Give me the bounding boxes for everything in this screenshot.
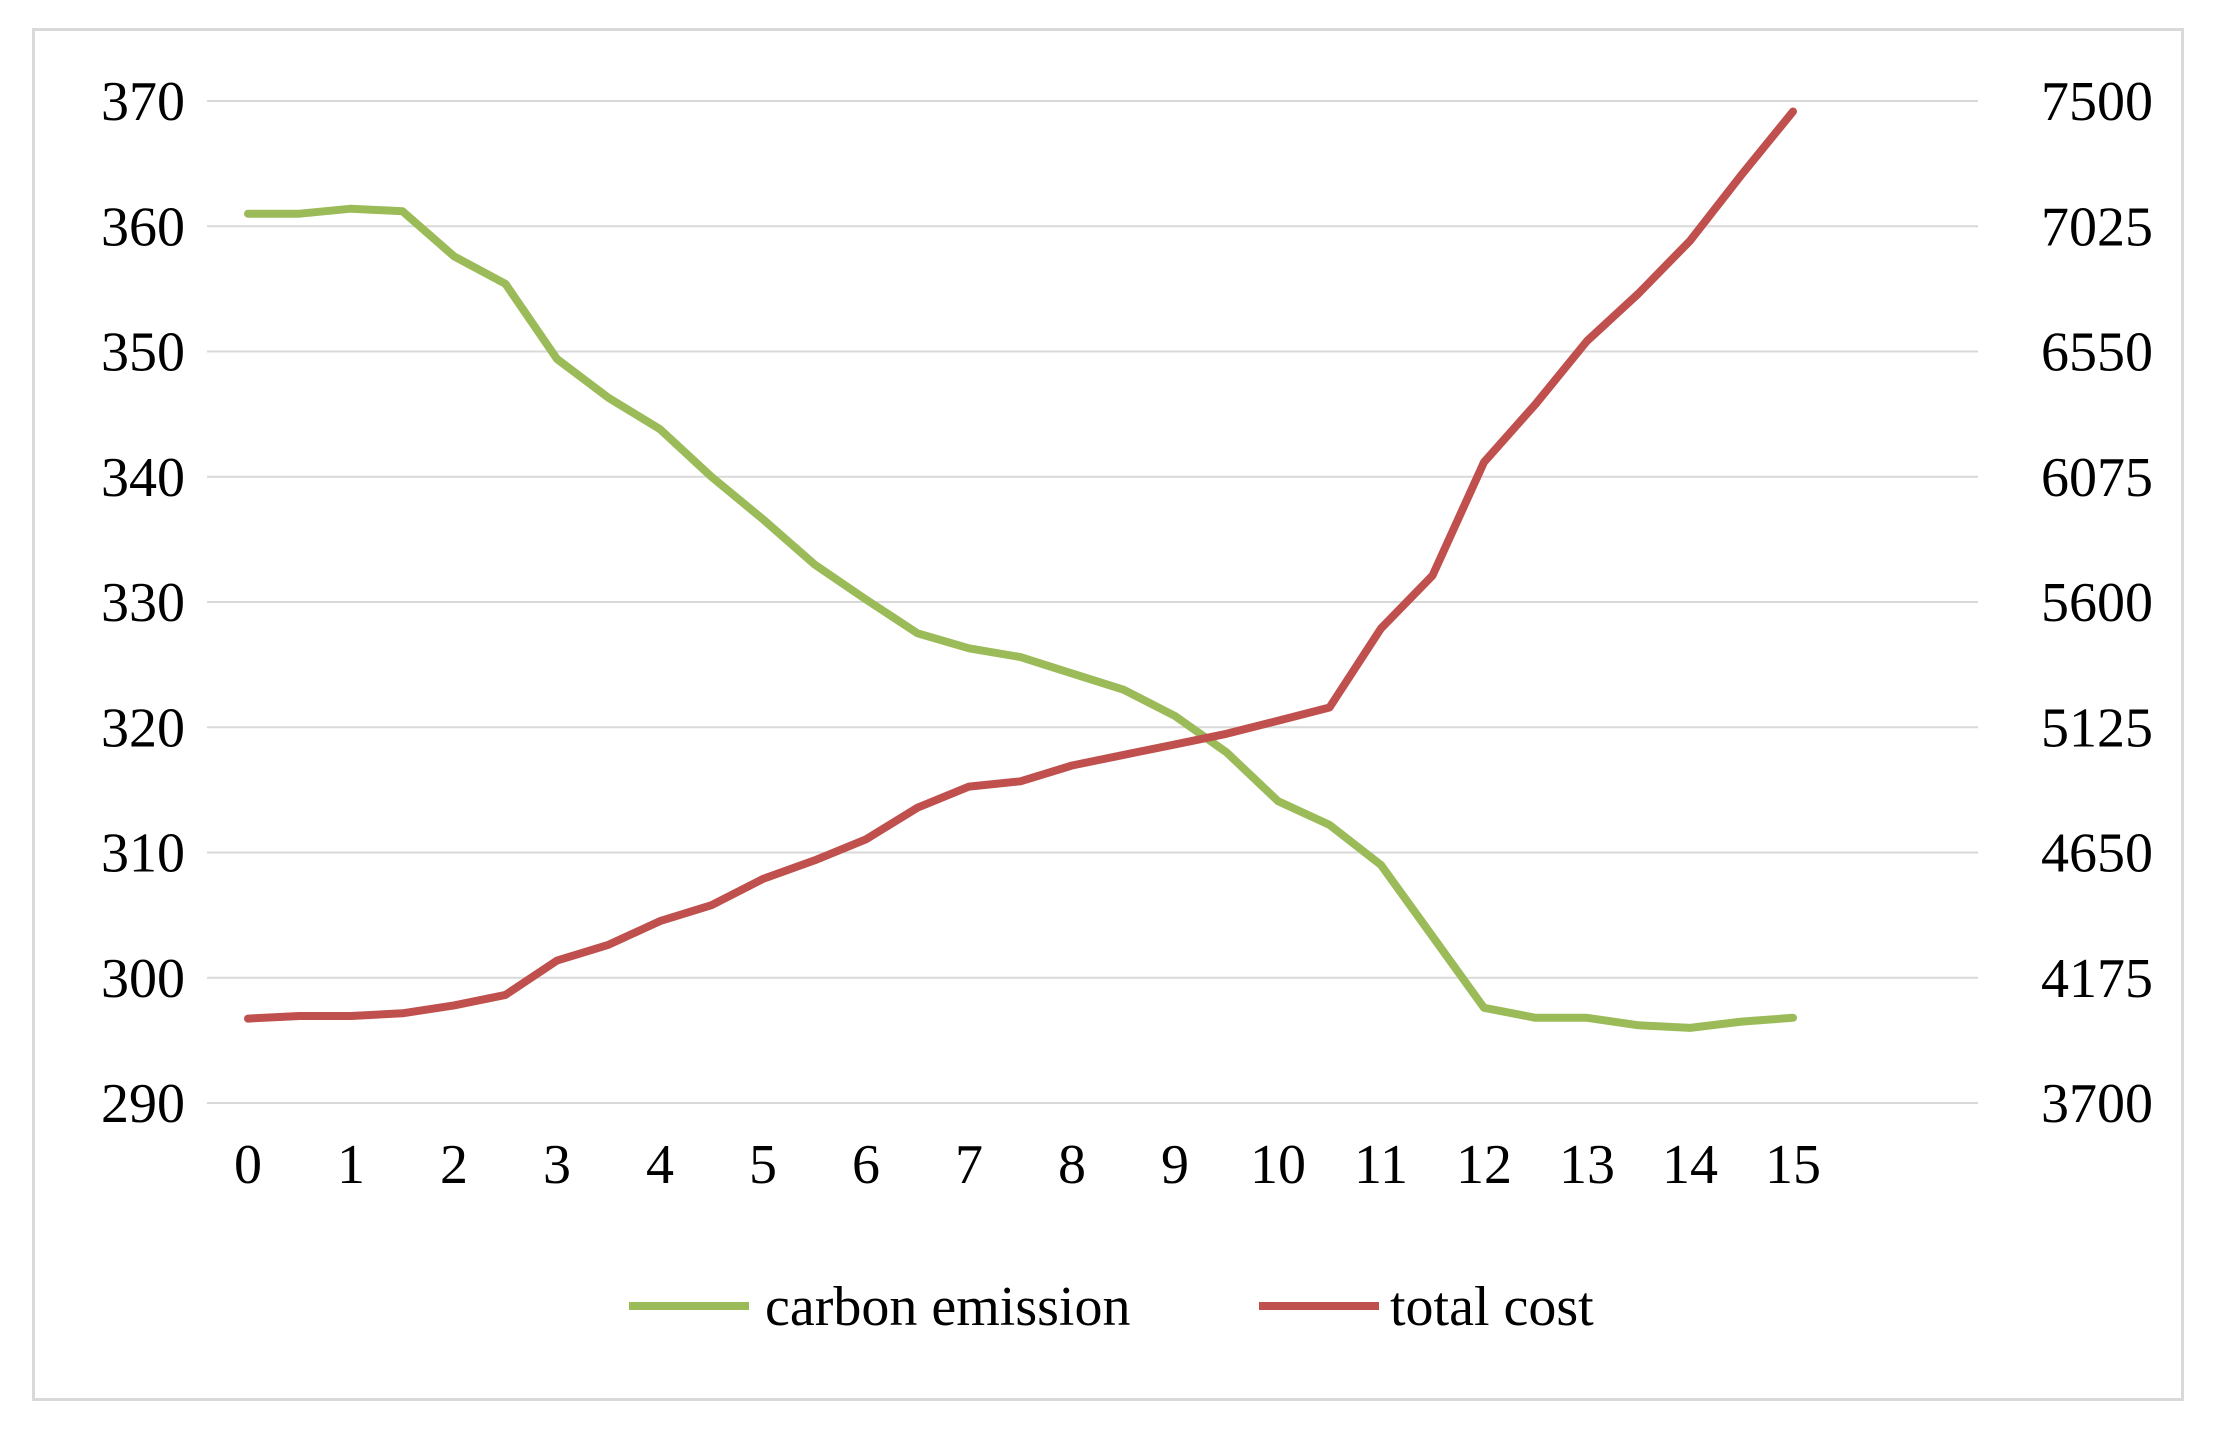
left-axis-tick-label: 310 [101,823,185,885]
x-axis-tick-label: 0 [234,1134,262,1196]
right-axis-tick-label: 4175 [2041,948,2153,1010]
legend: carbon emission total cost [629,1276,1594,1338]
x-axis-tick-labels: 0 1 2 3 4 5 6 7 8 9 10 11 12 13 14 15 [234,1134,1821,1196]
right-axis-tick-label: 4650 [2041,823,2153,885]
x-axis-tick-label: 10 [1250,1134,1306,1196]
x-axis-tick-label: 15 [1765,1134,1821,1196]
legend-label-carbon-emission: carbon emission [765,1276,1130,1338]
right-axis-tick-label: 5125 [2041,697,2153,759]
legend-label-total-cost: total cost [1390,1276,1594,1338]
x-axis-tick-label: 4 [646,1134,674,1196]
x-axis-tick-label: 6 [852,1134,880,1196]
series-line-total-cost [244,107,1797,1023]
left-axis-tick-label: 290 [101,1073,185,1135]
right-axis-tick-label: 5600 [2041,572,2153,634]
right-axis-tick-label: 6075 [2041,447,2153,509]
x-axis-tick-label: 7 [955,1134,983,1196]
left-axis-tick-label: 360 [101,196,185,258]
x-axis-tick-label: 3 [543,1134,571,1196]
x-axis-tick-label: 8 [1058,1134,1086,1196]
left-axis-tick-label: 340 [101,447,185,509]
right-axis-tick-label: 3700 [2041,1073,2153,1135]
right-axis-tick-label: 7025 [2041,196,2153,258]
right-axis-tick-labels: 3700 4175 4650 5125 5600 6075 6550 7025 7500 [2041,71,2153,1135]
gridlines [207,100,1978,1104]
left-axis-tick-label: 320 [101,697,185,759]
x-axis-tick-label: 11 [1354,1134,1408,1196]
x-axis-tick-label: 14 [1662,1134,1718,1196]
left-axis-tick-label: 330 [101,572,185,634]
right-axis-tick-label: 6550 [2041,322,2153,384]
left-axis-tick-label: 350 [101,322,185,384]
left-axis-tick-label: 370 [101,71,185,133]
x-axis-tick-label: 5 [749,1134,777,1196]
x-axis-tick-label: 9 [1161,1134,1189,1196]
x-axis-tick-label: 1 [337,1134,365,1196]
right-axis-tick-label: 7500 [2041,71,2153,133]
x-axis-tick-label: 12 [1456,1134,1512,1196]
chart-frame: 290 300 310 320 330 340 350 360 370 3700 4175 4650… [32,28,2184,1401]
x-axis-tick-label: 13 [1559,1134,1615,1196]
x-axis-tick-label: 2 [440,1134,468,1196]
series-lines [244,107,1797,1032]
series-line-carbon-emission [244,204,1797,1032]
left-axis-tick-labels: 290 300 310 320 330 340 350 360 370 [101,71,185,1135]
left-axis-tick-label: 300 [101,948,185,1010]
